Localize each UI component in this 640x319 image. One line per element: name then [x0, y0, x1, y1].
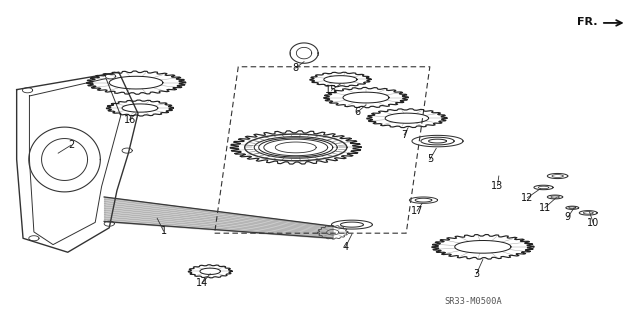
Text: 6: 6 [354, 108, 360, 117]
Text: 3: 3 [474, 269, 479, 279]
Text: 11: 11 [539, 203, 551, 213]
Text: 9: 9 [564, 212, 571, 222]
Text: 16: 16 [124, 115, 136, 125]
Text: 12: 12 [522, 193, 534, 203]
Text: FR.: FR. [577, 17, 598, 27]
Text: 13: 13 [492, 181, 504, 190]
Text: SR33-M0500A: SR33-M0500A [445, 297, 502, 306]
Text: 4: 4 [342, 242, 349, 252]
Text: 1: 1 [161, 226, 166, 236]
Text: 14: 14 [196, 278, 209, 288]
Text: 5: 5 [427, 154, 433, 165]
Text: 7: 7 [401, 130, 408, 140]
Text: 8: 8 [292, 63, 299, 73]
Text: 2: 2 [68, 140, 74, 150]
Text: 17: 17 [411, 206, 423, 216]
Text: 10: 10 [588, 218, 600, 228]
Text: 15: 15 [325, 85, 338, 95]
